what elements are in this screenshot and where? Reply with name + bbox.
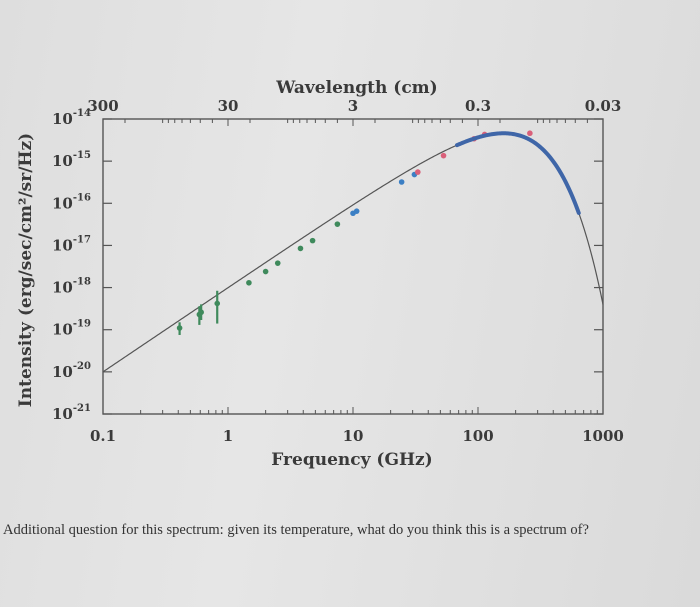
data-point [262, 268, 269, 275]
y-tick-exponent: -19 [73, 319, 91, 330]
y-tick-exponent: -16 [73, 192, 91, 203]
x-tick-label: 10 [343, 427, 364, 445]
data-point [440, 152, 447, 159]
x-tick-label: 1 [223, 427, 233, 445]
data-point [415, 169, 421, 175]
top-tick-label: 0.3 [465, 97, 491, 115]
y-tick-label: 10-19 [52, 319, 91, 339]
y-tick-label: 10-21 [52, 403, 91, 423]
top-tick-label: 3 [348, 97, 358, 115]
y-tick-exponent: -15 [73, 150, 91, 161]
x-tick-label: 1000 [582, 427, 624, 445]
data-point [334, 221, 341, 227]
y-tick-exponent: -18 [73, 277, 91, 288]
data-point [309, 237, 316, 244]
top-tick-label: 300 [87, 97, 118, 115]
data-point [353, 208, 360, 214]
y-tick-exponent: -14 [73, 108, 91, 119]
y-tick-exponent: -20 [73, 361, 91, 372]
y-tick-label: 10-15 [52, 150, 91, 170]
y-axis-title: Intensity (erg/sec/cm²/sr/Hz) [16, 133, 36, 407]
spectrum-chart: 0.1 1 10 100 1000 300 30 3 0.3 0.03 10-14 10-15 10-1… [16, 78, 624, 470]
x-axis-title: Frequency (GHz) [271, 450, 432, 470]
y-tick-label: 10-20 [52, 361, 91, 381]
data-point [274, 260, 281, 266]
data-point [246, 279, 252, 286]
data-point [176, 325, 183, 331]
y-tick-label: 10-14 [52, 108, 91, 128]
firas-band [455, 131, 581, 215]
data-point [398, 179, 405, 185]
x-tick-label: 0.1 [90, 427, 116, 445]
y-tick-exponent: -21 [73, 403, 91, 414]
top-axis-title: Wavelength (cm) [275, 78, 437, 98]
data-point [297, 245, 304, 252]
blackbody-curve [102, 132, 604, 373]
plot-frame [102, 118, 604, 415]
y-tick-exponent: -17 [73, 234, 91, 245]
top-tick-label: 0.03 [585, 97, 622, 115]
x-tick-label: 100 [462, 427, 493, 445]
y-tick-label: 10-16 [52, 192, 91, 212]
data-point [214, 300, 221, 307]
y-tick-label: 10-18 [52, 277, 91, 297]
data-point [198, 309, 204, 316]
top-tick-label: 30 [218, 97, 239, 115]
y-tick-label: 10-17 [52, 234, 91, 254]
data-point [527, 130, 533, 137]
question-text: Additional question for this spectrum: g… [3, 522, 589, 538]
